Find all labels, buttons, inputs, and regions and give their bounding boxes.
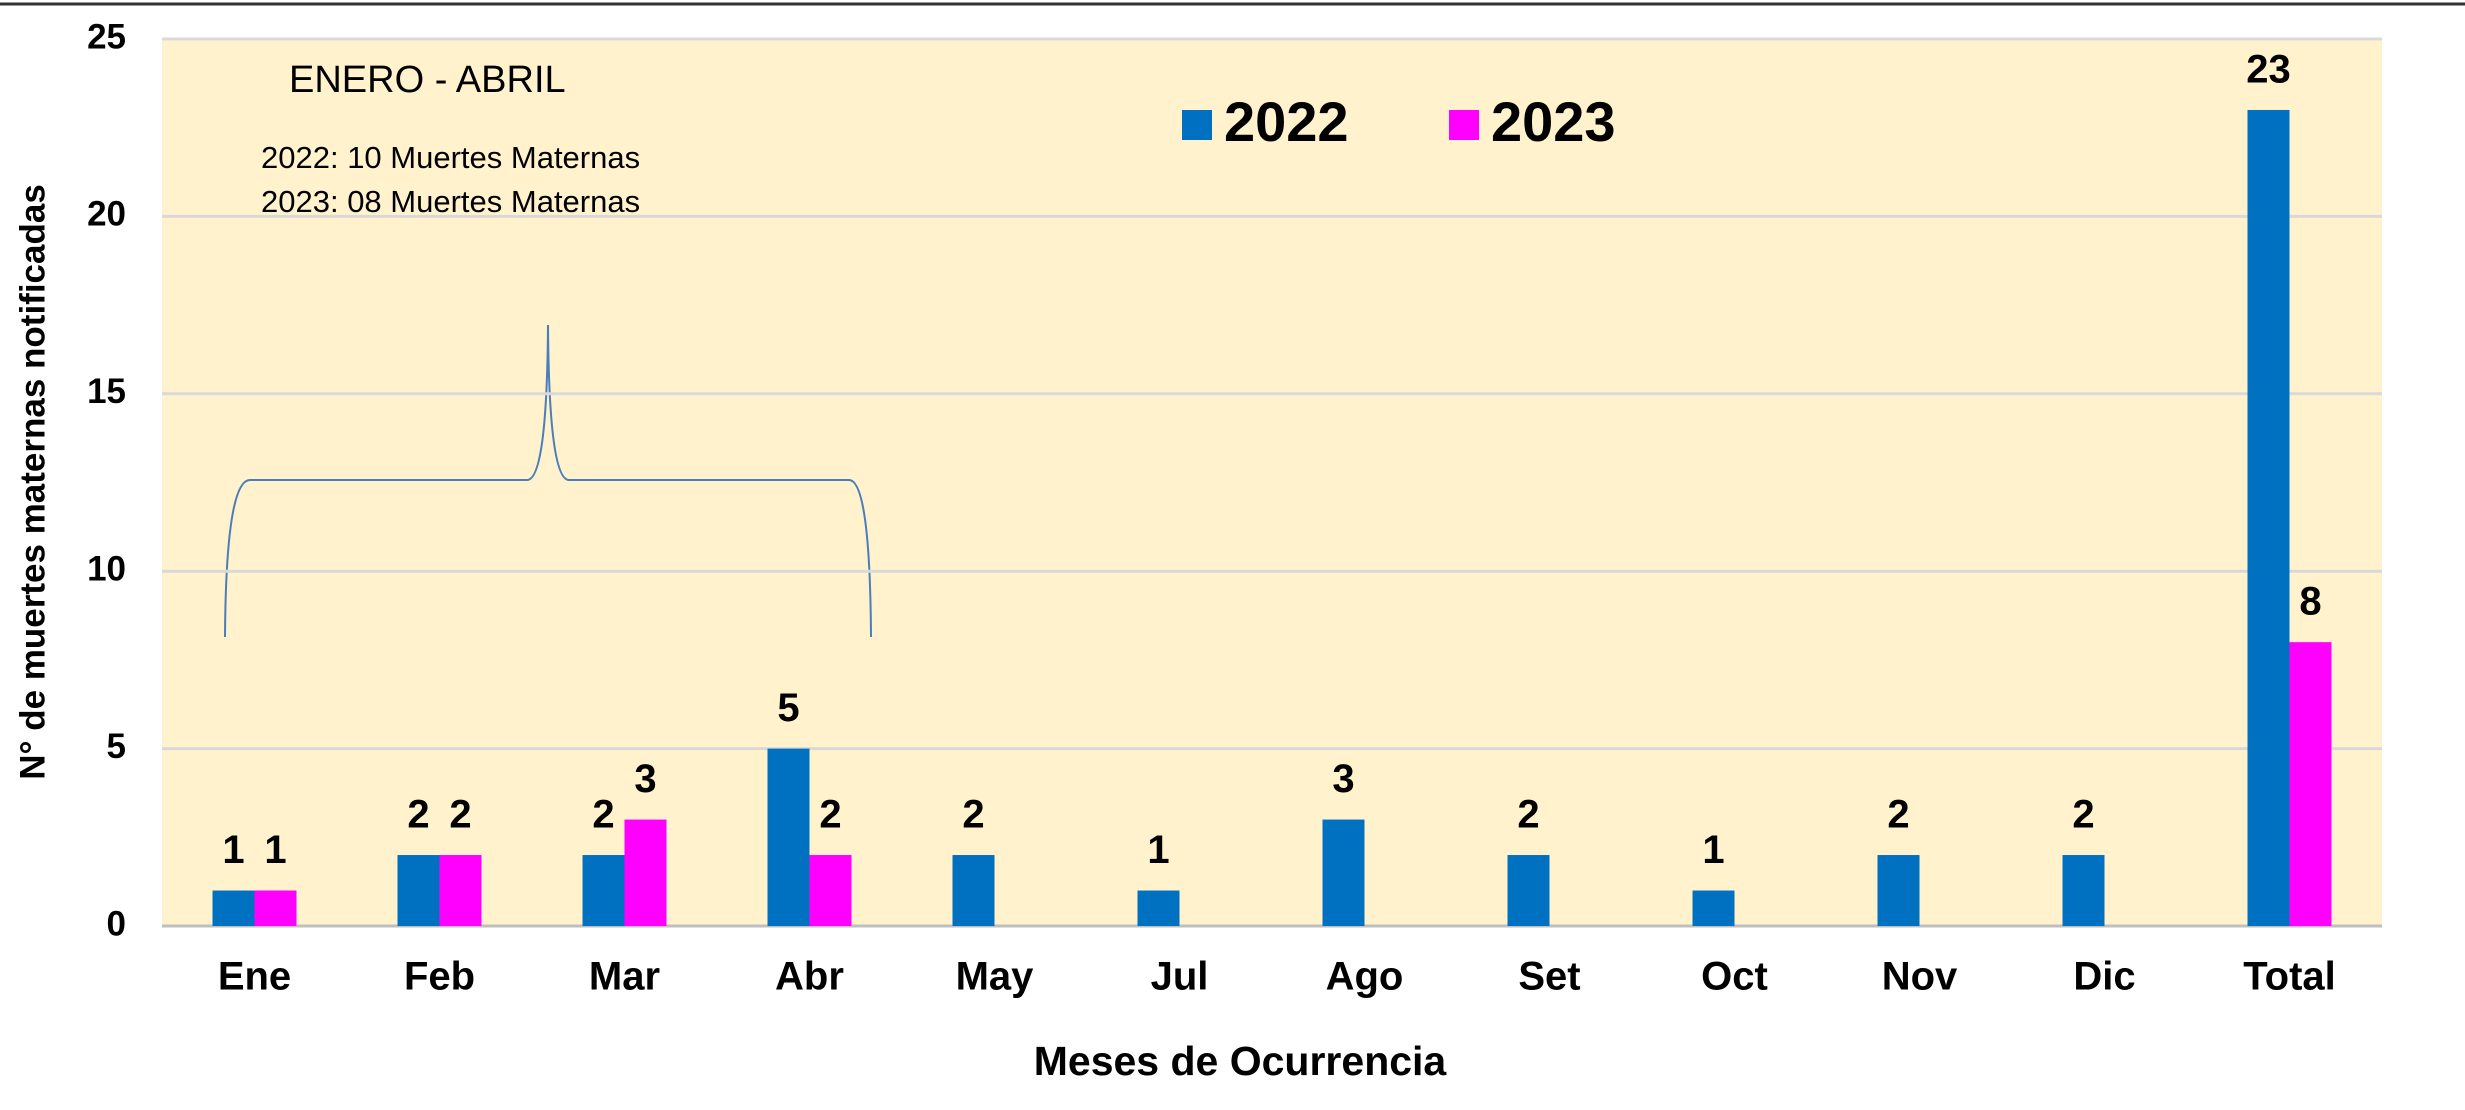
data-label: 2	[2072, 793, 2094, 837]
bar	[2247, 109, 2290, 926]
bar	[1877, 855, 1920, 926]
x-tick-label: Nov	[1882, 955, 1958, 999]
bar	[439, 855, 482, 926]
x-tick-label: Jul	[1151, 955, 1209, 999]
bar	[2289, 642, 2332, 926]
data-label: 2	[1887, 793, 1909, 837]
data-label: 1	[1702, 828, 1724, 872]
bar	[2062, 855, 2105, 926]
x-tick-label: Abr	[775, 955, 844, 999]
data-label: 1	[264, 828, 286, 872]
bar	[254, 890, 297, 926]
legend-swatch	[1182, 110, 1212, 140]
legend-label: 2022	[1224, 90, 1349, 153]
x-axis-label: Meses de Ocurrencia	[1034, 1038, 1448, 1084]
bar	[1137, 890, 1180, 926]
data-label: 2	[962, 793, 984, 837]
data-label: 2	[1517, 793, 1539, 837]
legend-swatch	[1449, 110, 1479, 140]
bar	[952, 855, 995, 926]
data-label: 2	[592, 793, 614, 837]
x-tick-label: Ago	[1326, 955, 1404, 999]
bar	[1507, 855, 1550, 926]
data-label: 1	[222, 828, 244, 872]
data-label: 2	[819, 793, 841, 837]
data-label: 5	[777, 686, 799, 730]
annotation: 2023: 08 Muertes Maternas	[261, 184, 640, 219]
x-tick-label: Ene	[218, 955, 291, 999]
bar	[212, 890, 255, 926]
x-tick-label: Total	[2243, 955, 2336, 999]
bar	[1322, 819, 1365, 926]
data-label: 1	[1147, 828, 1169, 872]
bar	[624, 819, 667, 926]
annotation: ENERO - ABRIL	[289, 59, 566, 101]
data-label: 2	[449, 793, 471, 837]
x-tick-label: Dic	[2073, 955, 2135, 999]
x-tick-label: Set	[1518, 955, 1580, 999]
y-tick-label: 15	[87, 372, 126, 411]
y-tick-label: 0	[107, 904, 126, 943]
y-tick-label: 20	[87, 195, 126, 234]
x-tick-label: Feb	[404, 955, 475, 999]
y-tick-label: 10	[87, 549, 126, 588]
bracket	[224, 324, 872, 638]
data-label: 23	[2246, 48, 2291, 92]
x-tick-label: Oct	[1701, 955, 1768, 999]
data-label: 3	[634, 757, 656, 801]
annotation: 2022: 10 Muertes Maternas	[261, 140, 640, 175]
plot-area	[162, 39, 2382, 926]
bar	[582, 855, 625, 926]
x-tick-label: Mar	[589, 955, 660, 999]
y-tick-label: 25	[87, 17, 126, 56]
data-label: 2	[407, 793, 429, 837]
bar	[767, 748, 810, 926]
data-label: 8	[2299, 580, 2321, 624]
x-tick-label: May	[956, 955, 1035, 999]
y-axis-label: N° de muertes maternas notificadas	[13, 184, 52, 780]
y-tick-label: 5	[107, 727, 126, 766]
bar	[809, 855, 852, 926]
bar	[1692, 890, 1735, 926]
bar	[397, 855, 440, 926]
legend-label: 2023	[1491, 90, 1616, 153]
data-label: 3	[1332, 757, 1354, 801]
